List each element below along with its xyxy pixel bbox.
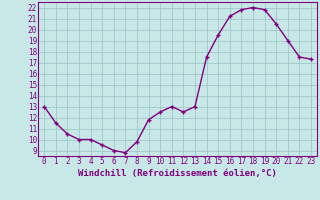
X-axis label: Windchill (Refroidissement éolien,°C): Windchill (Refroidissement éolien,°C): [78, 169, 277, 178]
